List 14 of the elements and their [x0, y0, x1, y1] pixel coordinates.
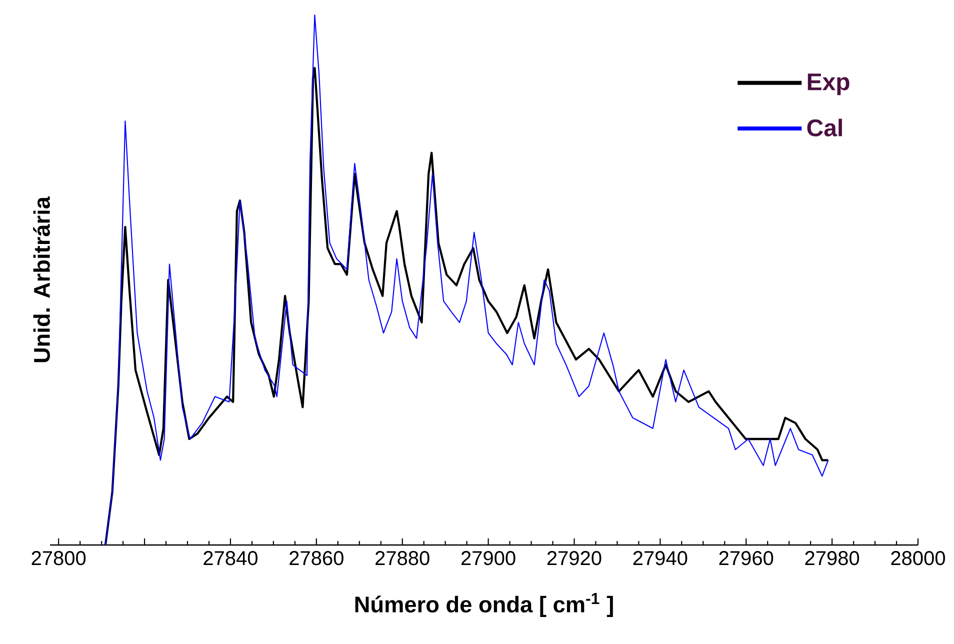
legend-label: Exp — [808, 74, 850, 96]
x-tick-label: 27960 — [719, 551, 774, 566]
x-tick-label: 27920 — [547, 551, 602, 566]
x-tick-label: 27860 — [290, 551, 344, 566]
x-tick-label: 27980 — [805, 551, 860, 566]
x-tick-label: 27840 — [204, 551, 258, 566]
x-tick-label: 27940 — [633, 551, 688, 566]
x-tick-label: 27800 — [32, 551, 86, 566]
legend-label: Cal — [807, 118, 842, 136]
x-tick-label: 28000 — [891, 551, 946, 566]
y-axis-title: Unid. Arbitrária — [33, 196, 50, 362]
x-tick-label: 27880 — [376, 551, 430, 566]
x-axis-title: Número de onda [ cm$^{-1}$ ] — [355, 593, 613, 618]
x-tick-label: 27900 — [461, 551, 516, 566]
